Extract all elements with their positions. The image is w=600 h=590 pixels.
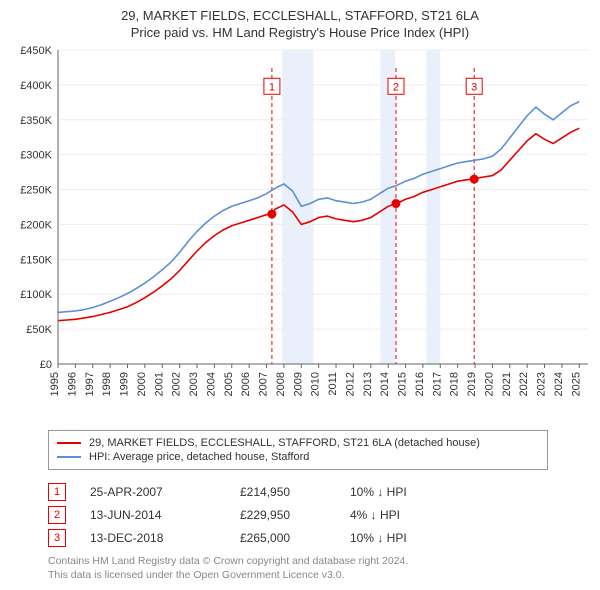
svg-text:2017: 2017 xyxy=(431,372,443,396)
svg-text:2025: 2025 xyxy=(570,372,582,396)
sales-row: 2 13-JUN-2014£229,9504% ↓ HPI xyxy=(48,506,548,524)
svg-text:2: 2 xyxy=(393,81,399,93)
svg-text:2016: 2016 xyxy=(414,372,426,396)
chart-legend: 29, MARKET FIELDS, ECCLESHALL, STAFFORD,… xyxy=(48,430,548,470)
legend-swatch xyxy=(57,442,81,444)
legend-swatch xyxy=(57,456,81,458)
sale-delta: 10% ↓ HPI xyxy=(350,531,470,545)
svg-text:2022: 2022 xyxy=(518,372,530,396)
svg-text:2008: 2008 xyxy=(275,372,287,396)
svg-text:£350K: £350K xyxy=(20,115,52,127)
footer-line2: This data is licensed under the Open Gov… xyxy=(48,568,548,582)
svg-text:£150K: £150K xyxy=(20,254,52,266)
svg-text:2014: 2014 xyxy=(379,372,391,396)
svg-text:£100K: £100K xyxy=(20,289,52,301)
svg-text:£200K: £200K xyxy=(20,219,52,231)
svg-text:2011: 2011 xyxy=(327,372,339,396)
svg-text:2001: 2001 xyxy=(153,372,165,396)
sale-price: £214,950 xyxy=(240,485,350,499)
svg-text:£250K: £250K xyxy=(20,185,52,197)
svg-text:3: 3 xyxy=(471,81,477,93)
svg-text:2012: 2012 xyxy=(344,372,356,396)
sale-delta: 10% ↓ HPI xyxy=(350,485,470,499)
svg-text:1999: 1999 xyxy=(119,372,131,396)
svg-text:2006: 2006 xyxy=(240,372,252,396)
svg-text:2007: 2007 xyxy=(258,372,270,396)
svg-text:1: 1 xyxy=(269,81,275,93)
svg-text:2018: 2018 xyxy=(449,372,461,396)
svg-text:2015: 2015 xyxy=(397,372,409,396)
svg-text:2002: 2002 xyxy=(171,372,183,396)
sale-price: £229,950 xyxy=(240,508,350,522)
sale-date: 13-JUN-2014 xyxy=(90,508,240,522)
legend-row: HPI: Average price, detached house, Staf… xyxy=(57,451,539,463)
sales-row: 1 25-APR-2007£214,95010% ↓ HPI xyxy=(48,483,548,501)
svg-text:1996: 1996 xyxy=(66,372,78,396)
svg-text:2023: 2023 xyxy=(536,372,548,396)
svg-text:£300K: £300K xyxy=(20,150,52,162)
sales-table: 125-APR-2007£214,95010% ↓ HPI213-JUN-201… xyxy=(48,478,548,552)
svg-text:2013: 2013 xyxy=(362,372,374,396)
svg-text:1995: 1995 xyxy=(49,372,61,396)
svg-text:2019: 2019 xyxy=(466,372,478,396)
svg-text:2005: 2005 xyxy=(223,372,235,396)
sale-marker-icon: 1 xyxy=(48,483,66,501)
title-address: 29, MARKET FIELDS, ECCLESHALL, STAFFORD,… xyxy=(0,8,600,23)
svg-text:2009: 2009 xyxy=(292,372,304,396)
sale-delta: 4% ↓ HPI xyxy=(350,508,470,522)
svg-text:£0: £0 xyxy=(40,359,52,371)
sale-price: £265,000 xyxy=(240,531,350,545)
svg-text:2010: 2010 xyxy=(310,372,322,396)
legend-row: 29, MARKET FIELDS, ECCLESHALL, STAFFORD,… xyxy=(57,437,539,449)
svg-text:2020: 2020 xyxy=(483,372,495,396)
svg-text:£450K: £450K xyxy=(20,45,52,57)
svg-text:1997: 1997 xyxy=(84,372,96,396)
sale-date: 13-DEC-2018 xyxy=(90,531,240,545)
sales-row: 3 13-DEC-2018£265,00010% ↓ HPI xyxy=(48,529,548,547)
price-chart: £0 £50K £100K £150K £200K £250K £300K £350K £400… xyxy=(0,44,600,424)
svg-text:1998: 1998 xyxy=(101,372,113,396)
footer-line1: Contains HM Land Registry data © Crown c… xyxy=(48,554,548,568)
legend-label: HPI: Average price, detached house, Staf… xyxy=(89,451,309,463)
title-subtitle: Price paid vs. HM Land Registry's House … xyxy=(0,25,600,40)
svg-text:2000: 2000 xyxy=(136,372,148,396)
svg-text:£400K: £400K xyxy=(20,80,52,92)
svg-text:2024: 2024 xyxy=(553,372,565,396)
svg-text:£50K: £50K xyxy=(26,324,52,336)
svg-text:2004: 2004 xyxy=(205,372,217,396)
svg-text:2003: 2003 xyxy=(188,372,200,396)
sale-marker-icon: 3 xyxy=(48,529,66,547)
legend-label: 29, MARKET FIELDS, ECCLESHALL, STAFFORD,… xyxy=(89,437,480,449)
sale-date: 25-APR-2007 xyxy=(90,485,240,499)
sale-marker-icon: 2 xyxy=(48,506,66,524)
svg-text:2021: 2021 xyxy=(501,372,513,396)
attribution-footer: Contains HM Land Registry data © Crown c… xyxy=(48,554,548,582)
